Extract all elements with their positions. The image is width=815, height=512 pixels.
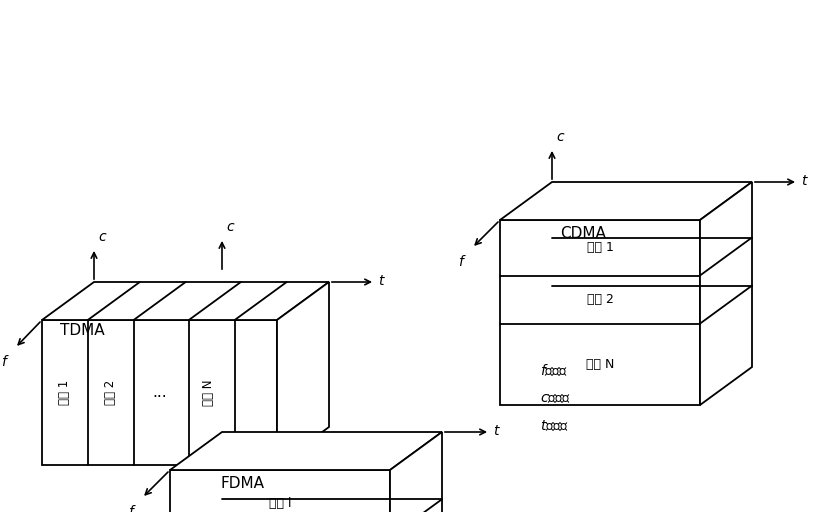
Text: 信道 N: 信道 N <box>586 358 615 371</box>
Polygon shape <box>390 432 442 512</box>
Text: $t$: $t$ <box>378 274 385 288</box>
Text: $f$：频率: $f$：频率 <box>540 362 568 378</box>
Polygon shape <box>700 182 752 405</box>
Polygon shape <box>170 470 390 512</box>
Text: 信道 N: 信道 N <box>202 379 215 406</box>
Text: ...: ... <box>152 385 167 400</box>
Text: $f$: $f$ <box>458 254 467 269</box>
Polygon shape <box>170 432 442 470</box>
Text: $c$: $c$ <box>98 230 108 244</box>
Text: 信道 2: 信道 2 <box>104 380 117 405</box>
Text: FDMA: FDMA <box>220 476 264 491</box>
Text: $f$: $f$ <box>128 504 137 512</box>
Text: $f$: $f$ <box>1 354 10 369</box>
Text: $t$：时间: $t$：时间 <box>540 419 569 433</box>
Text: $t$: $t$ <box>493 424 501 438</box>
Text: 信道 2: 信道 2 <box>587 293 614 306</box>
Text: 信道 l: 信道 l <box>269 497 291 510</box>
Polygon shape <box>42 320 277 465</box>
Polygon shape <box>277 282 329 465</box>
Polygon shape <box>42 282 329 320</box>
Text: $c$: $c$ <box>226 220 236 234</box>
Text: 信道 1: 信道 1 <box>58 380 71 405</box>
Text: 信道 1: 信道 1 <box>587 241 614 254</box>
Text: TDMA: TDMA <box>60 323 104 338</box>
Text: $c$: $c$ <box>556 130 566 144</box>
Text: $c$：码字: $c$：码字 <box>540 391 570 405</box>
Polygon shape <box>500 220 700 405</box>
Text: $t$: $t$ <box>801 174 808 188</box>
Polygon shape <box>500 182 752 220</box>
Text: CDMA: CDMA <box>560 226 606 241</box>
